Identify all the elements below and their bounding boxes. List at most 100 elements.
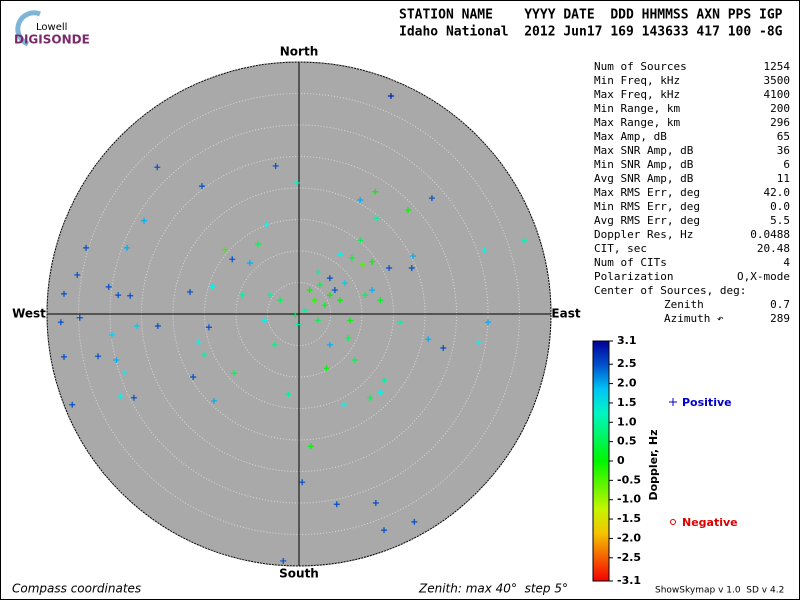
source-point	[377, 389, 384, 396]
source-point	[272, 162, 279, 169]
source-point	[222, 246, 229, 253]
stat-label: Avg SNR Amp, dB	[594, 172, 694, 185]
footer-middle: Zenith: max 40° step 5°	[418, 582, 568, 596]
stat-value: 20.48	[757, 242, 790, 255]
source-point	[285, 391, 292, 398]
stat-value: 3500	[764, 74, 791, 87]
stat-value: 6	[783, 158, 790, 171]
source-point	[277, 297, 284, 304]
stat-label: CIT, sec	[594, 242, 647, 255]
source-point	[314, 268, 321, 275]
colorbar-tick-label: 2.5	[617, 357, 637, 370]
source-point	[187, 288, 194, 295]
source-point	[83, 244, 90, 251]
source-point	[323, 365, 330, 372]
source-point	[190, 374, 197, 380]
source-point	[263, 220, 270, 227]
legend-label: Positive	[682, 396, 732, 409]
source-point	[357, 237, 364, 244]
source-point	[372, 188, 379, 195]
source-point	[374, 215, 381, 222]
colorbar-tick-label: -2.0	[617, 531, 641, 544]
source-point	[404, 207, 411, 214]
stat-label: Min RMS Err, deg	[594, 200, 700, 213]
dir-label: East	[551, 307, 580, 321]
colorbar-tick-label: -2.5	[617, 551, 641, 564]
logo-swoosh	[15, 10, 41, 47]
source-point	[485, 319, 491, 326]
footer-left: Compass coordinates	[12, 582, 141, 596]
source-point	[348, 254, 355, 261]
source-point	[246, 259, 253, 266]
stat-label: Zenith	[664, 298, 704, 311]
source-point	[307, 443, 314, 450]
source-point	[336, 297, 343, 304]
colorbar-tick-label: 0.5	[617, 435, 637, 448]
source-point	[306, 287, 313, 294]
source-point	[321, 302, 328, 309]
source-point	[124, 244, 131, 251]
source-point	[381, 527, 388, 534]
source-point	[255, 241, 262, 248]
source-point	[294, 321, 301, 328]
stat-heading: Center of Sources, deg:	[594, 284, 746, 297]
legend-symbol	[670, 519, 676, 525]
colorbar	[592, 340, 610, 582]
stat-label: Min SNR Amp, dB	[594, 158, 694, 171]
colorbar-tick-label: 3.1	[617, 334, 637, 347]
source-point	[367, 394, 374, 401]
source-point	[134, 322, 141, 329]
stat-label: Azimuth ↶	[664, 312, 724, 325]
legend-label: Negative	[682, 516, 738, 529]
stat-value: 65	[777, 130, 790, 143]
source-point	[396, 319, 403, 326]
source-point	[352, 356, 359, 363]
source-point	[408, 265, 415, 272]
source-point	[336, 251, 343, 258]
source-point	[386, 265, 393, 272]
stat-value: 0.7	[770, 298, 790, 311]
source-point	[61, 353, 68, 360]
colorbar-tick-label: 1.0	[617, 415, 637, 428]
source-point	[294, 179, 301, 186]
source-point	[239, 292, 246, 299]
legend-symbol	[669, 398, 677, 406]
header-line: Idaho National 2012 Jun17 169 143633 417…	[399, 25, 783, 40]
source-point	[326, 275, 333, 282]
source-point	[333, 501, 340, 508]
source-point	[210, 397, 217, 404]
stat-label: Doppler Res, Hz	[594, 228, 693, 241]
stat-value: 0.0	[770, 200, 790, 213]
source-point	[130, 394, 137, 401]
source-point	[76, 314, 83, 321]
source-point	[369, 258, 376, 265]
source-point	[229, 256, 236, 263]
stat-label: Polarization	[594, 270, 673, 283]
source-point	[154, 164, 161, 171]
stat-value: 42.0	[764, 186, 791, 199]
source-point	[115, 292, 122, 299]
source-point	[209, 283, 216, 290]
source-point	[267, 292, 274, 299]
stat-label: Num of CITs	[594, 256, 667, 269]
source-point	[357, 196, 364, 203]
source-point	[362, 292, 369, 299]
source-point	[74, 271, 81, 278]
header-line: STATION NAME YYYY DATE DDD HHMMSS AXN PP…	[399, 8, 783, 23]
source-point	[105, 283, 112, 290]
colorbar-tick-label: 2.0	[617, 377, 637, 390]
source-point	[381, 377, 388, 384]
source-point	[292, 312, 299, 319]
source-point	[372, 500, 379, 506]
source-point	[314, 317, 321, 324]
stat-label: Min Freq, kHz	[594, 74, 680, 87]
source-point	[198, 183, 205, 190]
stat-label: Avg RMS Err, deg	[594, 214, 700, 227]
source-point	[387, 93, 394, 100]
source-point	[122, 370, 129, 377]
source-point	[154, 322, 161, 329]
source-point	[425, 336, 432, 343]
source-point	[57, 319, 64, 326]
source-point	[261, 317, 268, 324]
